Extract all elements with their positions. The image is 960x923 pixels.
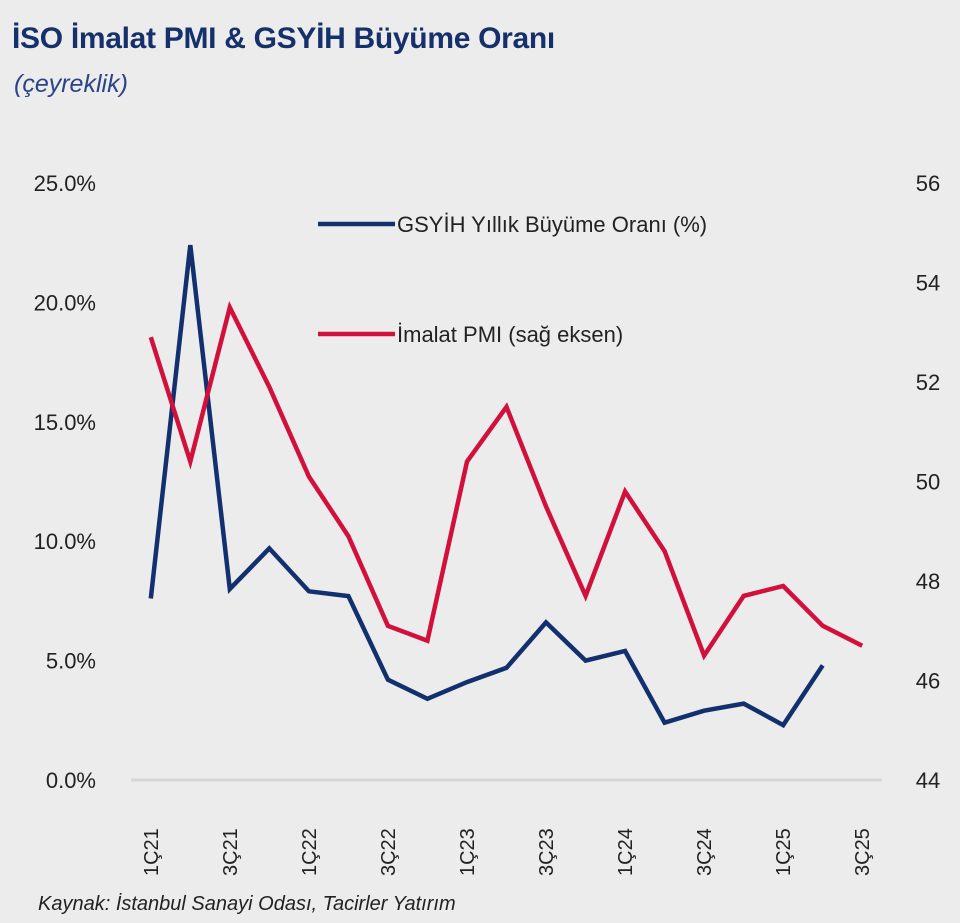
series-line-pmi bbox=[148, 300, 864, 661]
legend-label: İmalat PMI (sağ eksen) bbox=[397, 322, 623, 347]
x-tick-label: 3Ç21 bbox=[220, 828, 242, 876]
source-note: Kaynak: İstanbul Sanayi Odası, Tacirler … bbox=[38, 893, 456, 915]
legend-label: GSYİH Yıllık Büyüme Oranı (%) bbox=[397, 212, 707, 237]
y-left-tick-label: 10.0% bbox=[34, 529, 96, 554]
y-left-tick-label: 15.0% bbox=[34, 410, 96, 435]
x-tick-label: 3Ç22 bbox=[378, 828, 400, 876]
series-lines bbox=[148, 244, 864, 729]
x-tick-label: 1Ç24 bbox=[615, 828, 637, 876]
x-tick-label: 3Ç24 bbox=[694, 828, 716, 876]
chart-title: İSO İmalat PMI & GSYİH Büyüme Oranı bbox=[12, 22, 555, 55]
y-right-tick-label: 54 bbox=[916, 271, 940, 296]
x-tick-label: 1Ç22 bbox=[299, 828, 321, 876]
y-left-tick-label: 0.0% bbox=[46, 768, 96, 793]
series-line-gdp bbox=[148, 244, 825, 729]
y-right-tick-label: 46 bbox=[916, 669, 940, 694]
x-tick-label: 1Ç25 bbox=[773, 828, 795, 876]
x-tick-label: 1Ç23 bbox=[457, 828, 479, 876]
y-right-tick-label: 50 bbox=[916, 470, 940, 495]
y-right-tick-label: 44 bbox=[916, 768, 940, 793]
legend: GSYİH Yıllık Büyüme Oranı (%) İmalat PMI … bbox=[318, 212, 707, 347]
y-left-tick-label: 25.0% bbox=[34, 171, 96, 196]
x-tick-label: 3Ç23 bbox=[536, 828, 558, 876]
y-right-tick-label: 52 bbox=[916, 370, 940, 395]
y-left-tick-label: 20.0% bbox=[34, 290, 96, 315]
y-left-tick-label: 5.0% bbox=[46, 649, 96, 674]
axes: 0.0% 5.0% 10.0% 15.0% 20.0% 25.0% 44 46 48 50 52 54… bbox=[34, 171, 941, 876]
y-right-tick-label: 56 bbox=[916, 171, 940, 196]
chart-subtitle: (çeyreklik) bbox=[14, 70, 128, 98]
x-tick-label: 1Ç21 bbox=[141, 828, 163, 876]
y-right-tick-label: 48 bbox=[916, 569, 940, 594]
x-tick-label: 3Ç25 bbox=[852, 828, 874, 876]
